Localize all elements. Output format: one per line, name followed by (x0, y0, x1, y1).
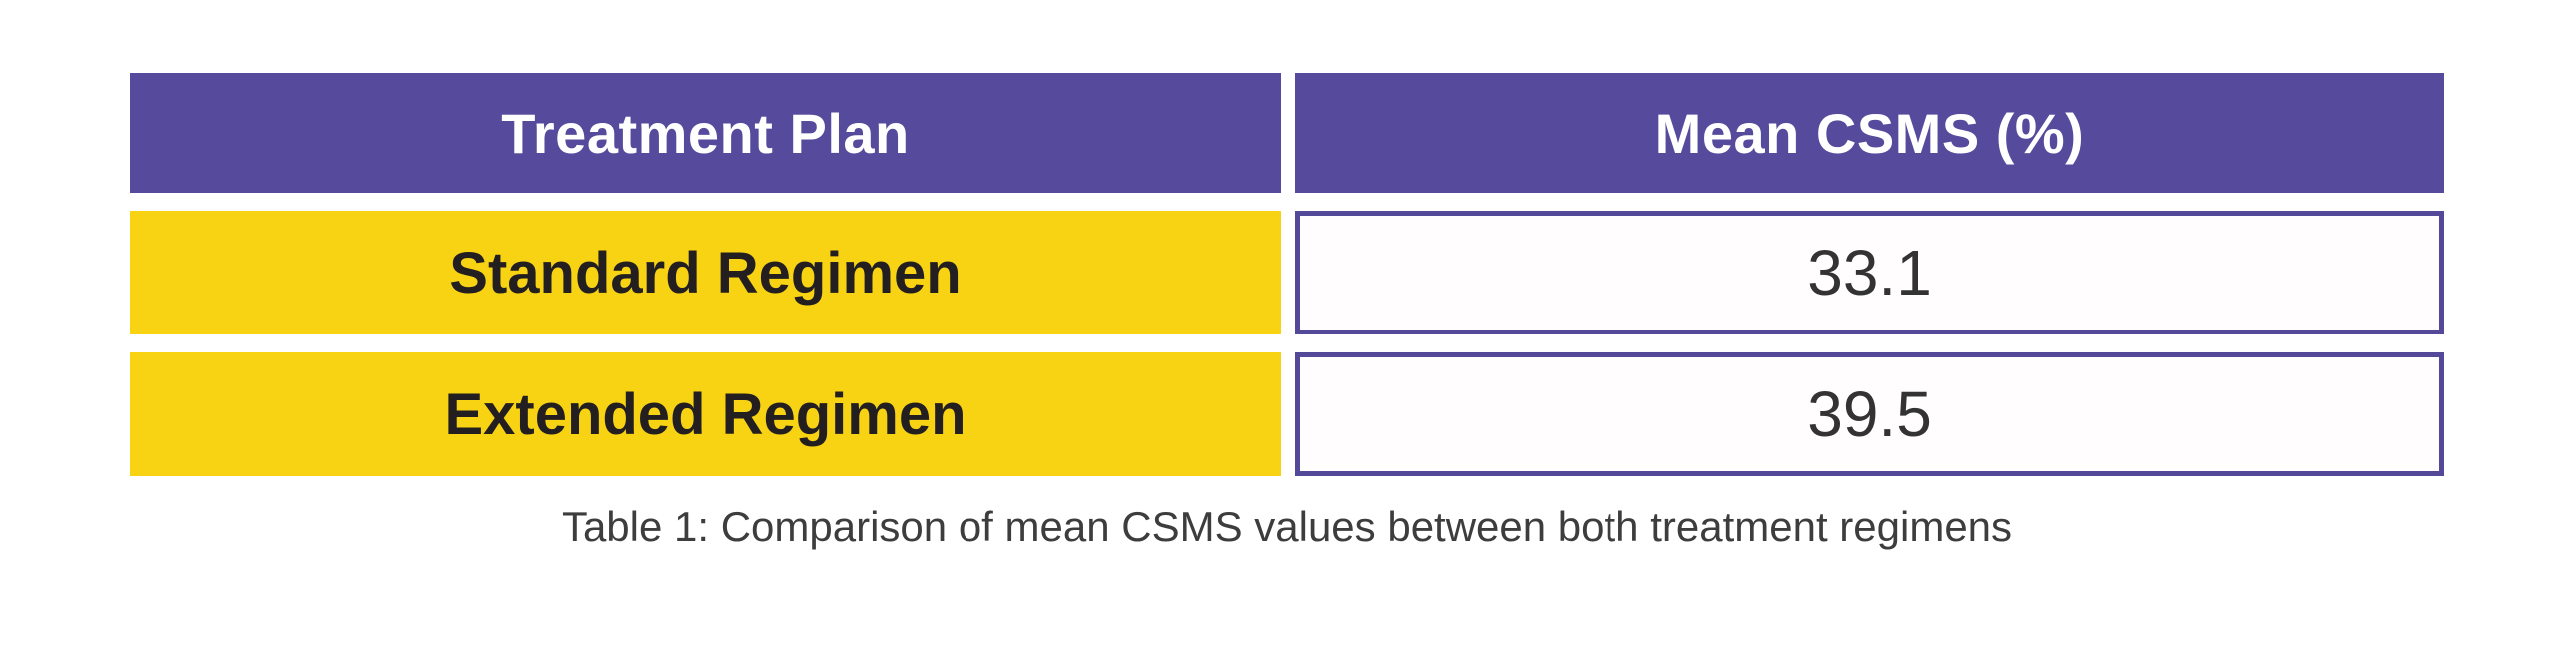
table-caption: Table 1: Comparison of mean CSMS values … (561, 503, 2013, 550)
row-label-standard-regimen: Standard Regimen (130, 211, 1281, 334)
column-header-treatment-plan: Treatment Plan (130, 73, 1281, 193)
column-header-mean-csms: Mean CSMS (%) (1295, 73, 2444, 193)
csms-comparison-table: Treatment Plan Mean CSMS (%) Standard Re… (130, 73, 2444, 476)
value-standard-regimen-mean-csms: 33.1 (1295, 211, 2444, 334)
value-extended-regimen-mean-csms: 39.5 (1295, 352, 2444, 476)
row-label-extended-regimen: Extended Regimen (130, 352, 1281, 476)
